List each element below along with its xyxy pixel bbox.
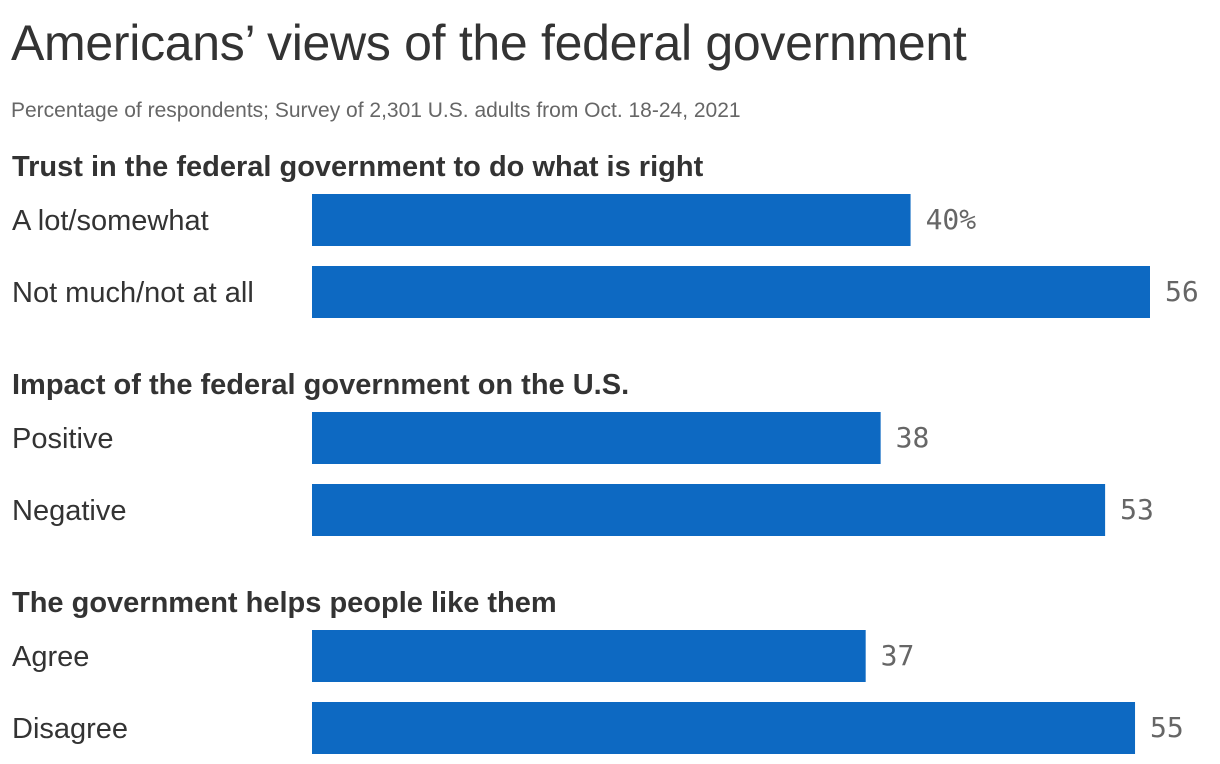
data-label: 40% — [926, 203, 977, 236]
category-label: Negative — [12, 495, 126, 527]
category-label: Disagree — [12, 713, 128, 745]
data-label: 53 — [1120, 493, 1154, 526]
bar — [312, 266, 1150, 318]
category-label: Not much/not at all — [12, 277, 254, 309]
bar — [312, 194, 911, 246]
chart-title: Americans’ views of the federal governme… — [11, 15, 967, 71]
data-label: 56 — [1165, 275, 1199, 308]
bar — [312, 630, 866, 682]
group-title: Trust in the federal government to do wh… — [12, 151, 704, 183]
bar — [312, 702, 1136, 754]
data-label: 55 — [1150, 711, 1184, 744]
category-label: A lot/somewhat — [12, 205, 209, 237]
bar — [312, 412, 881, 464]
group-title: Impact of the federal government on the … — [12, 369, 629, 401]
bar — [312, 484, 1106, 536]
group-title: The government helps people like them — [12, 587, 557, 619]
data-label: 37 — [881, 639, 915, 672]
data-label: 38 — [896, 421, 930, 454]
category-label: Positive — [12, 423, 114, 455]
chart-subtitle: Percentage of respondents; Survey of 2,3… — [11, 99, 741, 122]
category-label: Agree — [12, 641, 89, 673]
